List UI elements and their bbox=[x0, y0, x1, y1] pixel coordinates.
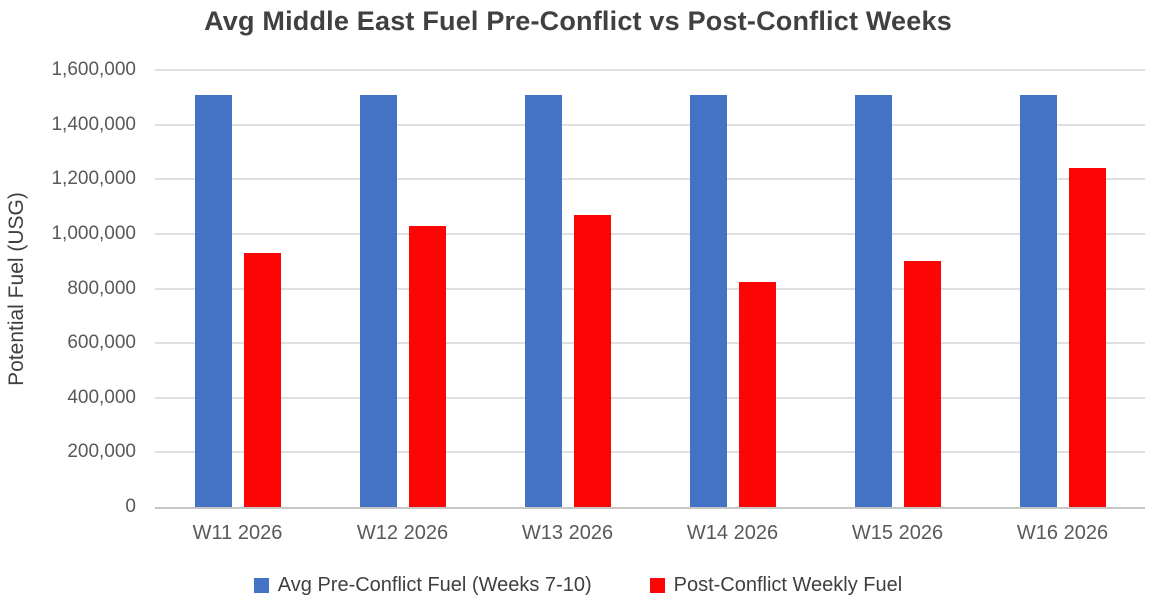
bar bbox=[573, 214, 611, 507]
y-tick-label: 200,000 bbox=[67, 441, 136, 463]
y-tick-label: 0 bbox=[125, 496, 136, 517]
gridline bbox=[155, 396, 1145, 399]
bar bbox=[408, 225, 446, 507]
bar bbox=[903, 261, 941, 507]
y-tick-label: 1,200,000 bbox=[51, 168, 136, 190]
x-tick-label: W12 2026 bbox=[356, 522, 449, 544]
y-tick-label: 1,000,000 bbox=[51, 222, 136, 244]
bar bbox=[689, 94, 727, 507]
legend-item: Avg Pre-Conflict Fuel (Weeks 7-10) bbox=[253, 574, 592, 597]
bar-group bbox=[815, 70, 980, 507]
y-axis-title: Potential Fuel (USG) bbox=[0, 70, 34, 507]
y-tick-label: 600,000 bbox=[67, 332, 136, 354]
y-tick-label: 1,600,000 bbox=[51, 59, 136, 80]
bar bbox=[738, 281, 776, 507]
bar-group bbox=[155, 70, 320, 507]
gridline bbox=[155, 69, 1145, 71]
gridline bbox=[155, 178, 1145, 181]
legend-marker-icon bbox=[253, 578, 269, 593]
y-axis-title-text: Potential Fuel (USG) bbox=[5, 191, 28, 386]
bar-group bbox=[320, 70, 485, 507]
legend-label: Post-Conflict Weekly Fuel bbox=[673, 574, 903, 596]
y-axis-tick-labels: 0 200,000 400,000 600,000 800,000 1,000,000 1,… bbox=[34, 59, 142, 517]
gridline bbox=[155, 451, 1145, 454]
bar bbox=[194, 94, 232, 507]
bar-group bbox=[980, 70, 1145, 507]
bar bbox=[854, 94, 892, 507]
chart-title: Avg Middle East Fuel Pre-Conflict vs Pos… bbox=[204, 6, 952, 36]
bar bbox=[243, 253, 281, 507]
gridline bbox=[155, 232, 1145, 235]
legend-item: Post-Conflict Weekly Fuel bbox=[649, 574, 903, 597]
x-tick-label: W14 2026 bbox=[686, 522, 779, 544]
gridline bbox=[155, 123, 1145, 126]
bar bbox=[1068, 168, 1106, 507]
legend-label: Avg Pre-Conflict Fuel (Weeks 7-10) bbox=[277, 574, 592, 596]
bar bbox=[1019, 94, 1057, 507]
legend: Avg Pre-Conflict Fuel (Weeks 7-10) Post-C… bbox=[0, 574, 1156, 597]
y-tick-label: 800,000 bbox=[67, 277, 136, 299]
x-tick-label: W11 2026 bbox=[192, 522, 283, 544]
bar bbox=[524, 94, 562, 507]
y-tick-label: 1,400,000 bbox=[51, 113, 136, 135]
gridline bbox=[155, 342, 1145, 345]
y-tick-label: 400,000 bbox=[67, 386, 136, 408]
bar bbox=[359, 94, 397, 507]
x-tick-label: W13 2026 bbox=[521, 522, 614, 544]
legend-marker-icon bbox=[649, 578, 665, 593]
x-tick-label: W15 2026 bbox=[851, 522, 944, 544]
plot-area bbox=[155, 69, 1145, 509]
bar-group bbox=[650, 70, 815, 507]
x-axis-tick-labels: W11 2026 W12 2026 W13 2026 W14 2026 W15 2026… bbox=[155, 522, 1145, 545]
gridline bbox=[155, 287, 1145, 290]
x-tick-label: W16 2026 bbox=[1016, 522, 1109, 544]
bar-group bbox=[485, 70, 650, 507]
